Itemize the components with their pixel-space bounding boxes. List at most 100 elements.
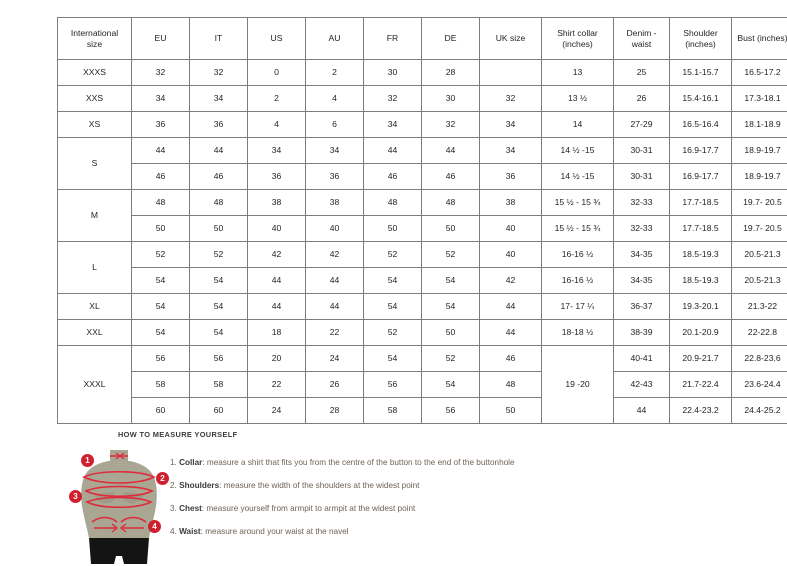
size-chart-table: International size EU IT US AU FR DE UK … — [57, 17, 787, 424]
cell-de: 50 — [421, 319, 480, 346]
cell-fr: 54 — [363, 267, 422, 294]
cell-uk: 44 — [479, 293, 542, 320]
cell-au: 28 — [305, 397, 364, 424]
cell-au: 24 — [305, 345, 364, 372]
cell-it: 34 — [189, 85, 248, 112]
cell-bust: 20.5-21.3 — [731, 241, 787, 268]
cell-uk: 34 — [479, 111, 542, 138]
shoulder-line1: Shoulder — [683, 27, 718, 38]
cell-denim: 32-33 — [613, 189, 670, 216]
cell-fr: 58 — [363, 397, 422, 424]
cell-au: 4 — [305, 85, 364, 112]
table-row: XXS 34 34 2 4 32 30 32 13 ½ 26 15.4-16.1 17.3-18.1 — [57, 85, 787, 112]
cell-shoulder: 20.1-20.9 — [669, 319, 732, 346]
instruction-item: 4. Waist: measure around your waist at t… — [170, 527, 710, 538]
cell-shirt-collar: 13 — [541, 59, 614, 86]
cell-shirt-collar: 14 ½ -15 — [541, 163, 614, 190]
cell-it: 36 — [189, 111, 248, 138]
cell-it: 60 — [189, 397, 248, 424]
column-header-bust: Bust (inches) — [731, 17, 787, 60]
cell-uk: 44 — [479, 319, 542, 346]
size-chart-table-wrap: International size EU IT US AU FR DE UK … — [57, 17, 787, 424]
cell-us: 20 — [247, 345, 306, 372]
cell-fr: 52 — [363, 241, 422, 268]
cell-uk: 42 — [479, 267, 542, 294]
table-row: S 44 44 34 34 44 44 34 14 ½ -15 30-31 16.9-17.7 18.… — [57, 137, 787, 190]
table-row: M 48 48 38 38 48 48 38 15 ½ - 15 ¾ 32-33 17.7-18.5… — [57, 189, 787, 242]
intl-line1: International — [70, 27, 119, 38]
cell-it: 54 — [189, 293, 248, 320]
cell-de: 52 — [421, 345, 480, 372]
cell-it: 46 — [189, 163, 248, 190]
cell-it: 54 — [189, 267, 248, 294]
cell-fr: 46 — [363, 163, 422, 190]
cell-au: 26 — [305, 371, 364, 398]
cell-denim: 25 — [613, 59, 670, 86]
cell-international-size: XL — [57, 293, 132, 320]
table-row: XL 54 54 44 44 54 54 44 17- 17 ¼ 36-37 19.3-20.1 21… — [57, 293, 787, 320]
cell-international-size: L — [57, 241, 132, 294]
column-header-de: DE — [421, 17, 480, 60]
cell-fr: 50 — [363, 215, 422, 242]
table-row: 60 60 24 28 58 56 50 44 22.4-23.2 24.4-25.2 — [58, 397, 787, 424]
cell-shirt-collar: 16-16 ½ — [541, 267, 614, 294]
cell-denim: 36-37 — [613, 293, 670, 320]
shoulders-measure-loop — [82, 471, 156, 484]
cell-uk: 36 — [479, 163, 542, 190]
measure-instructions-list: 1. Collar: measure a shirt that fits you… — [170, 458, 710, 551]
cell-international-size: M — [57, 189, 132, 242]
cell-uk: 38 — [479, 189, 542, 216]
mannequin-illustration — [81, 450, 157, 564]
cell-bust: 19.7- 20.5 — [731, 189, 787, 216]
cell-fr: 54 — [363, 293, 422, 320]
cell-international-size: S — [57, 137, 132, 190]
cell-eu: 34 — [131, 85, 190, 112]
cell-shoulder: 17.7-18.5 — [669, 189, 732, 216]
cell-shoulder: 21.7-22.4 — [669, 371, 732, 398]
cell-bust: 18.9-19.7 — [731, 163, 787, 190]
cell-us: 36 — [247, 163, 306, 190]
table-row: 50 50 40 40 50 50 40 15 ½ - 15 ¾ 32-33 17.7-18.5 1… — [58, 215, 787, 242]
cell-us: 44 — [247, 293, 306, 320]
cell-shoulder: 15.1-15.7 — [669, 59, 732, 86]
instruction-term: Collar — [179, 458, 203, 467]
cell-eu: 52 — [131, 241, 190, 268]
cell-uk: 50 — [479, 397, 542, 424]
cell-eu: 46 — [131, 163, 190, 190]
cell-shoulder: 17.7-18.5 — [669, 215, 732, 242]
column-header-uk-size: UK size — [479, 17, 542, 60]
collar-line2: (inches) — [562, 38, 593, 49]
cell-shirt-collar: 14 — [541, 111, 614, 138]
instruction-text: : measure around your waist at the navel — [200, 527, 349, 537]
cell-shirt-collar: 13 ½ — [541, 85, 614, 112]
cell-de: 44 — [421, 137, 480, 164]
cell-bust: 16.5-17.2 — [731, 59, 787, 86]
cell-it: 52 — [189, 241, 248, 268]
cell-shirt-collar: 17- 17 ¼ — [541, 293, 614, 320]
table-row: 54 54 44 44 54 54 42 16-16 ½ 34-35 18.5-19.3 20.5-… — [58, 267, 787, 294]
cell-eu: 56 — [131, 345, 190, 372]
cell-de: 54 — [421, 293, 480, 320]
mannequin-figure: 1 2 3 4 — [64, 446, 174, 566]
cell-uk: 32 — [479, 85, 542, 112]
collar-arrow-left — [118, 452, 125, 460]
cell-it: 50 — [189, 215, 248, 242]
cell-it: 44 — [189, 137, 248, 164]
cell-eu: 36 — [131, 111, 190, 138]
cell-bust: 23.6-24.4 — [731, 371, 787, 398]
cell-de: 52 — [421, 241, 480, 268]
figure-badge-4-waist: 4 — [148, 520, 161, 533]
instruction-item: 1. Collar: measure a shirt that fits you… — [170, 458, 710, 469]
cell-de: 50 — [421, 215, 480, 242]
cell-us: 22 — [247, 371, 306, 398]
figure-shorts — [89, 538, 149, 564]
cell-uk: 40 — [479, 215, 542, 242]
column-header-us: US — [247, 17, 306, 60]
column-header-shirt-collar: Shirt collar (inches) — [541, 17, 614, 60]
cell-shoulder: 16.9-17.7 — [669, 163, 732, 190]
column-header-international-size: International size — [57, 17, 132, 60]
cell-de: 54 — [421, 267, 480, 294]
cell-fr: 52 — [363, 319, 422, 346]
cell-uk: 46 — [479, 345, 542, 372]
